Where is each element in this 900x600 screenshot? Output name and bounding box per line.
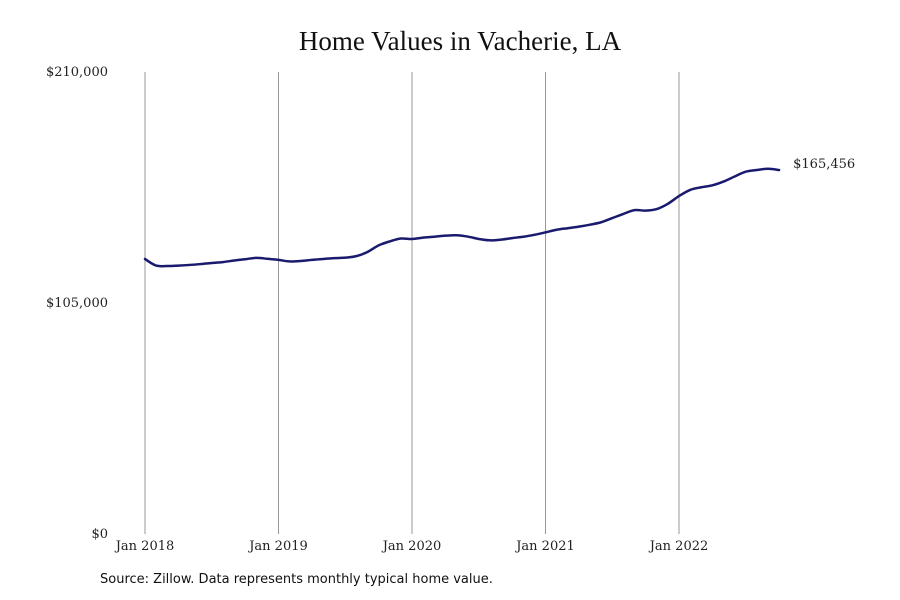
y-tick-label: $210,000 xyxy=(46,65,108,80)
x-tick-label: Jan 2020 xyxy=(381,539,442,554)
x-tick-label: Jan 2021 xyxy=(514,539,575,554)
x-tick-label: Jan 2019 xyxy=(247,539,308,554)
chart-title: Home Values in Vacherie, LA xyxy=(298,26,622,56)
end-value-label: $165,456 xyxy=(793,157,855,172)
series-line xyxy=(143,167,781,268)
source-note: Source: Zillow. Data represents monthly … xyxy=(100,572,493,587)
y-tick-label: $105,000 xyxy=(46,296,108,311)
line-chart: Jan 2018 Jan 2019 Jan 2020 Jan 2021 Jan 2022… xyxy=(46,65,855,554)
x-tick-label: Jan 2022 xyxy=(648,539,709,554)
y-tick-label: $0 xyxy=(91,527,108,542)
x-tick-label: Jan 2018 xyxy=(114,539,175,554)
